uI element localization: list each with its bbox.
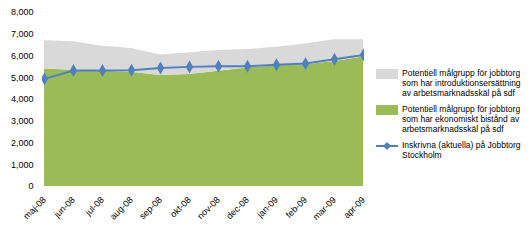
- html-text:Inskrivna (aktuella) på Jobbto: Inskrivna (aktuella) på Jobbtorg Stockho…: [402, 140, 521, 160]
- svg-text:8,000: 8,000: [11, 7, 34, 17]
- svg-text:4,000: 4,000: [11, 94, 34, 104]
- html-text:Potentiell målgrupp för jobbto: Potentiell målgrupp för jobbtorg som har…: [402, 68, 521, 98]
- svg-text:3,000: 3,000: [11, 116, 34, 126]
- svg-text:okt-08: okt-08: [168, 195, 193, 220]
- html-text:Potentiell målgrupp för jobbto: Potentiell målgrupp för jobbtorg som har…: [402, 104, 521, 134]
- svg-text:sep-08: sep-08: [137, 195, 164, 222]
- svg-text:jan-09: jan-09: [254, 195, 279, 220]
- svg-text:0: 0: [28, 181, 33, 191]
- svg-text:dec-08: dec-08: [224, 195, 251, 222]
- svg-text:2,000: 2,000: [11, 138, 34, 148]
- svg-text:aug-08: aug-08: [108, 195, 135, 222]
- svg-text:jul-08: jul-08: [83, 195, 106, 218]
- svg-text:1,000: 1,000: [11, 160, 34, 170]
- svg-text:feb-09: feb-09: [284, 195, 309, 220]
- svg-text:jun-08: jun-08: [51, 195, 76, 220]
- svg-text:apr-09: apr-09: [341, 195, 366, 220]
- svg-text:mar-09: mar-09: [311, 195, 338, 222]
- svg-text:maj-08: maj-08: [21, 195, 48, 222]
- svg-text:7,000: 7,000: [11, 29, 34, 39]
- svg-text:nov-08: nov-08: [195, 195, 222, 222]
- svg-text:5,000: 5,000: [11, 73, 34, 83]
- svg-text:6,000: 6,000: [11, 51, 34, 61]
